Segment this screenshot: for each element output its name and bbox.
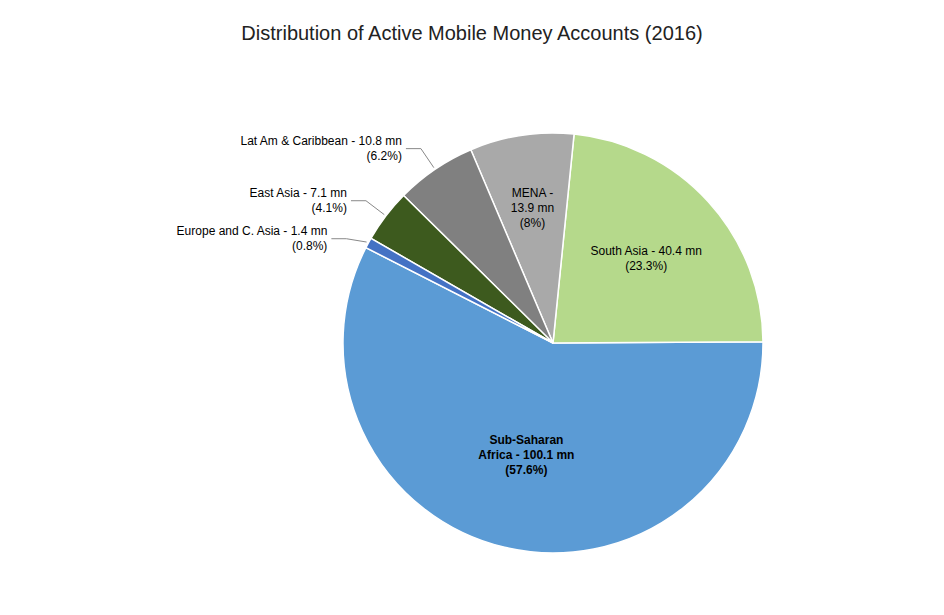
svg-text:East Asia - 7.1 mn(4.1%): East Asia - 7.1 mn(4.1%) xyxy=(250,186,347,215)
svg-text:South Asia - 40.4 mn(23.3%): South Asia - 40.4 mn(23.3%) xyxy=(590,244,701,273)
svg-text:MENA -13.9 mn(8%): MENA -13.9 mn(8%) xyxy=(511,186,554,230)
svg-text:Europe and C. Asia - 1.4 mn(0.: Europe and C. Asia - 1.4 mn(0.8%) xyxy=(177,224,328,253)
svg-text:Lat Am & Caribbean - 10.8 mn(6: Lat Am & Caribbean - 10.8 mn(6.2%) xyxy=(240,134,401,163)
html-text:Distribution of Active Mobile: Distribution of Active Mobile Money Acco… xyxy=(241,22,703,44)
svg-text:Sub-SaharanAfrica - 100.1 mn(5: Sub-SaharanAfrica - 100.1 mn(57.6%) xyxy=(478,433,574,477)
